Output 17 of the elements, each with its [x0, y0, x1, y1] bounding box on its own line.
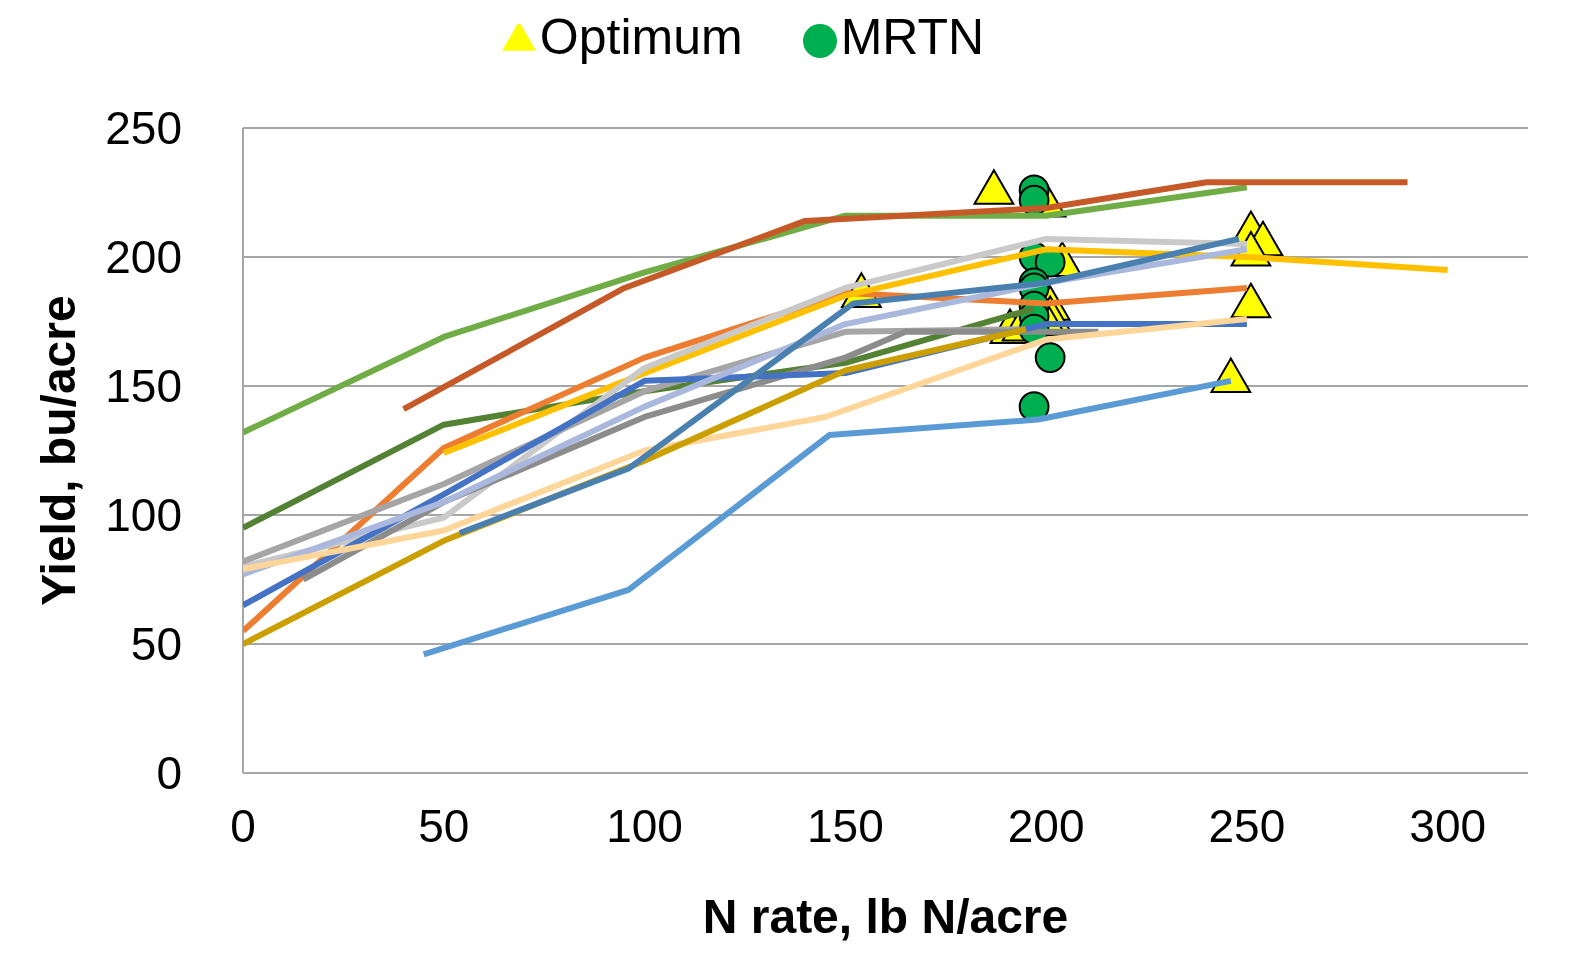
y-tick-label: 200 — [105, 231, 182, 284]
x-tick-label: 0 — [230, 799, 256, 852]
x-tick-label: 100 — [606, 799, 683, 852]
x-tick-label: 300 — [1409, 799, 1487, 852]
y-tick-label: 0 — [156, 747, 182, 800]
x-tick-label: 250 — [1208, 799, 1286, 852]
x-axis-title: N rate, lb N/acre — [702, 890, 1069, 943]
legend-label: MRTN — [840, 9, 985, 65]
y-tick-label: 100 — [105, 489, 182, 542]
x-tick-label: 150 — [806, 799, 884, 852]
legend-label: Optimum — [539, 9, 743, 65]
x-tick-label: 200 — [1007, 799, 1085, 852]
y-tick-label: 250 — [105, 102, 182, 155]
y-tick-label: 150 — [105, 360, 182, 413]
y-tick-label: 50 — [130, 618, 182, 671]
x-tick-label: 50 — [418, 799, 470, 852]
y-axis-title: Yield, bu/acre — [32, 295, 86, 606]
